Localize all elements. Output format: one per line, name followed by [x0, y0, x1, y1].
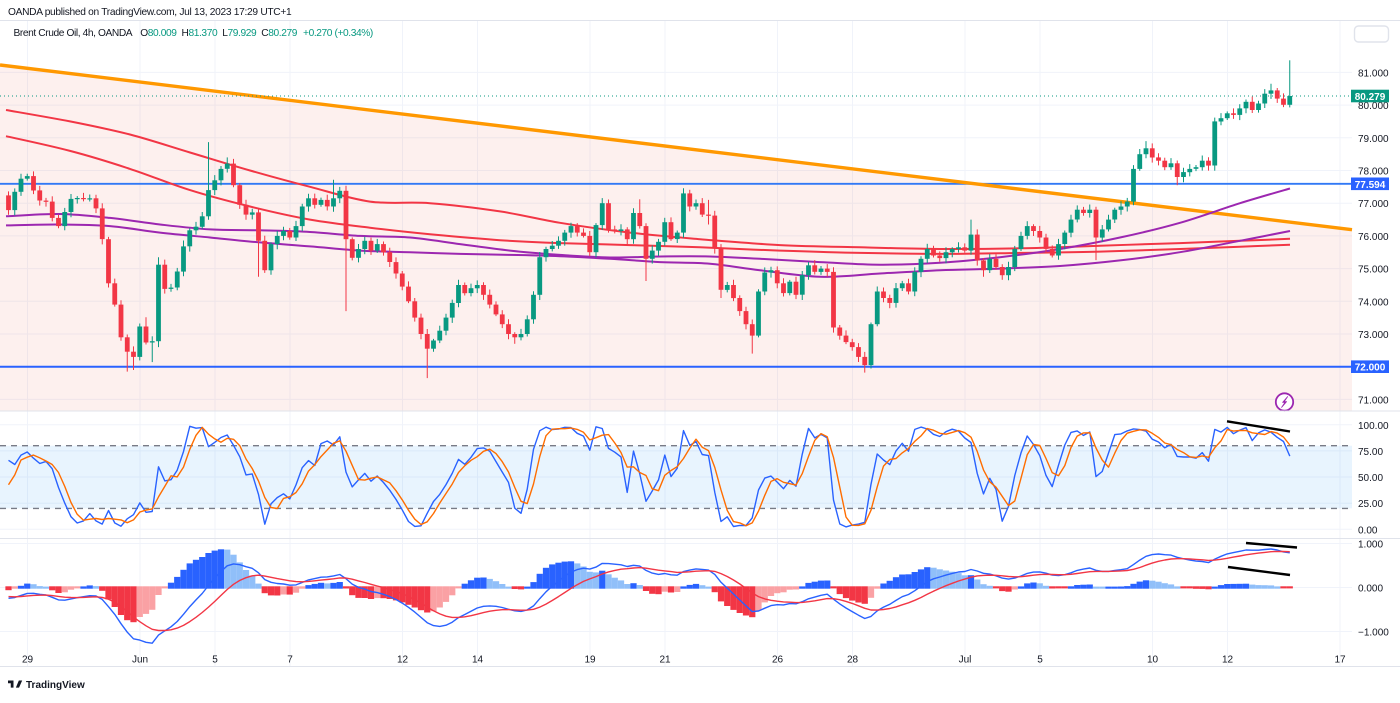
svg-text:76.000: 76.000	[1358, 232, 1389, 243]
svg-text:100.00: 100.00	[1358, 421, 1389, 432]
svg-text:71.000: 71.000	[1358, 395, 1389, 406]
svg-text:80.279: 80.279	[1355, 92, 1386, 103]
svg-text:5: 5	[1037, 655, 1043, 666]
svg-text:77.000: 77.000	[1358, 199, 1389, 210]
svg-text:28: 28	[847, 655, 859, 666]
svg-text:12: 12	[1222, 655, 1234, 666]
svg-text:73.000: 73.000	[1358, 330, 1389, 341]
svg-text:OANDA published on TradingView: OANDA published on TradingView.com, Jul …	[8, 7, 292, 18]
svg-text:21: 21	[659, 655, 671, 666]
svg-text:17: 17	[1334, 655, 1346, 666]
svg-text:Jun: Jun	[132, 655, 148, 666]
svg-text:1.000: 1.000	[1358, 540, 1383, 551]
svg-text:12: 12	[397, 655, 409, 666]
svg-text:75.00: 75.00	[1358, 447, 1383, 458]
svg-text:81.000: 81.000	[1358, 68, 1389, 79]
svg-text:72.000: 72.000	[1355, 363, 1386, 374]
svg-text:10: 10	[1147, 655, 1159, 666]
svg-text:78.000: 78.000	[1358, 167, 1389, 178]
svg-text:77.594: 77.594	[1355, 180, 1386, 191]
svg-text:75.000: 75.000	[1358, 265, 1389, 276]
svg-text:26: 26	[772, 655, 784, 666]
svg-text:0.00: 0.00	[1358, 525, 1378, 536]
svg-text:−1.000: −1.000	[1358, 628, 1389, 639]
svg-text:14: 14	[472, 655, 484, 666]
svg-text:19: 19	[584, 655, 596, 666]
svg-text:29: 29	[22, 655, 34, 666]
svg-text:80.000: 80.000	[1358, 101, 1389, 112]
svg-text:7: 7	[287, 655, 293, 666]
svg-text:25.00: 25.00	[1358, 499, 1383, 510]
svg-text:TradingView: TradingView	[26, 680, 85, 691]
svg-text:74.000: 74.000	[1358, 297, 1389, 308]
svg-text:Jul: Jul	[959, 655, 972, 666]
svg-text:5: 5	[212, 655, 218, 666]
svg-text:79.000: 79.000	[1358, 134, 1389, 145]
svg-text:50.00: 50.00	[1358, 473, 1383, 484]
svg-text:0.000: 0.000	[1358, 584, 1383, 595]
